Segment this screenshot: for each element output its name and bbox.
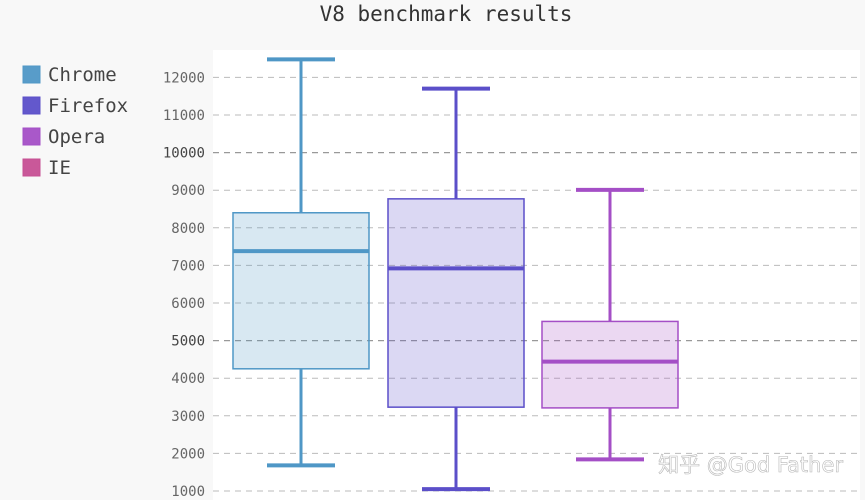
legend-item-chrome: Chrome [22, 64, 117, 86]
chart-title: V8 benchmark results [320, 2, 573, 26]
y-tick-label: 8000 [171, 221, 205, 237]
legend-item-opera: Opera [22, 126, 105, 148]
y-tick-label: 11000 [163, 108, 205, 124]
watermark: 知乎 @God Father [658, 453, 843, 477]
y-tick-label: 4000 [171, 371, 205, 387]
legend-label: Firefox [48, 95, 128, 117]
y-tick-label: 3000 [171, 409, 205, 425]
y-tick-label: 9000 [171, 183, 205, 199]
grid [213, 76, 860, 492]
y-tick-label: 12000 [163, 70, 205, 86]
iqr-box [387, 198, 525, 408]
y-tick-label: 5000 [171, 334, 205, 350]
y-tick-label: 7000 [171, 258, 205, 274]
box-opera [541, 187, 679, 462]
box-firefox [387, 86, 525, 492]
legend-label: IE [48, 157, 71, 179]
box-chrome [232, 57, 370, 468]
legend-item-firefox: Firefox [22, 95, 128, 117]
y-tick-label: 6000 [171, 296, 205, 312]
iqr-box [232, 212, 370, 370]
y-tick-label: 10000 [163, 146, 205, 162]
legend-label: Chrome [48, 64, 117, 86]
plot-area [213, 50, 860, 500]
legend-swatch [22, 127, 41, 146]
legend-swatch [22, 65, 41, 84]
y-tick-label: 1000 [171, 484, 205, 500]
legend-item-ie: IE [22, 157, 71, 179]
y-tick-label: 2000 [171, 446, 205, 462]
legend-swatch [22, 158, 41, 177]
legend-swatch [22, 96, 41, 115]
legend-label: Opera [48, 126, 105, 148]
legend: Chrome Firefox Opera IE [22, 64, 128, 179]
boxes [232, 57, 679, 492]
iqr-box [541, 320, 679, 409]
y-axis: 1000 2000 3000 4000 5000 6000 7000 8000 9000 1000… [163, 70, 205, 500]
